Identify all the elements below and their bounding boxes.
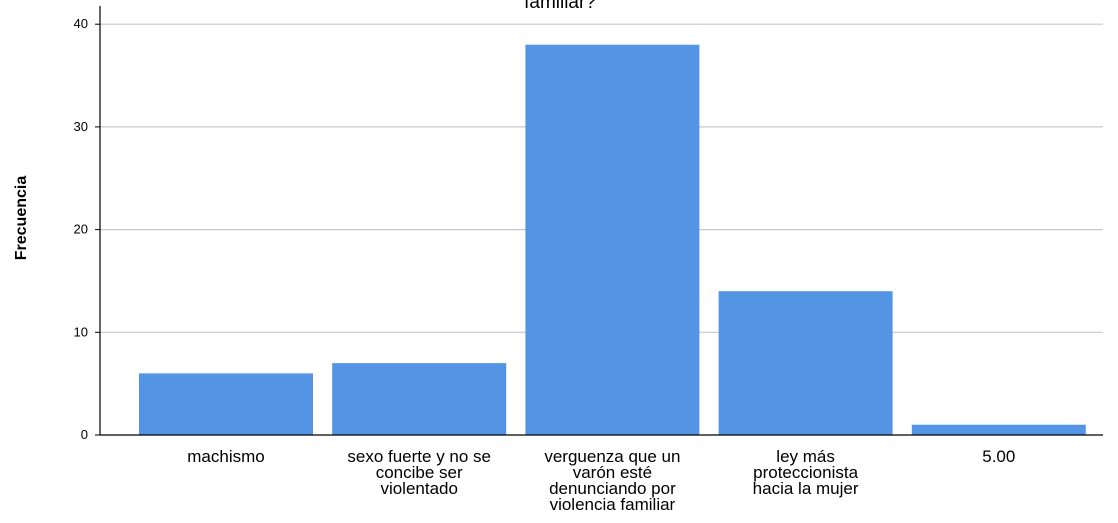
y-tick-label-40: 40	[74, 16, 88, 31]
bar-5	[911, 424, 1086, 435]
y-axis-label: Frecuencia	[13, 176, 30, 261]
x-category-labels: machismo sexo fuerte y no se concibe ser vi…	[187, 447, 1015, 514]
bars	[139, 44, 1086, 436]
bar-2	[332, 363, 507, 435]
x-category-label-1: machismo	[187, 447, 264, 466]
bar-1	[139, 373, 313, 435]
x-category-label-5: 5.00	[982, 447, 1015, 466]
chart-title: familiar?	[524, 0, 596, 13]
axes	[99, 5, 1103, 436]
y-tick-label-30: 30	[74, 119, 88, 134]
bar-3	[525, 44, 700, 436]
x-category-label-3: verguenza que un varón esté denunciando po…	[544, 447, 680, 514]
x-category-label-2: sexo fuerte y no se concibe ser violentado	[347, 447, 491, 498]
bar-4	[718, 291, 893, 435]
y-tick-label-10: 10	[74, 324, 88, 339]
x-category-label-4: ley más proteccionista hacia la mujer	[753, 447, 859, 498]
y-tick-label-20: 20	[74, 222, 88, 237]
y-tick-labels: 0 10 20 30 40	[74, 16, 100, 442]
y-tick-label-0: 0	[81, 427, 88, 442]
